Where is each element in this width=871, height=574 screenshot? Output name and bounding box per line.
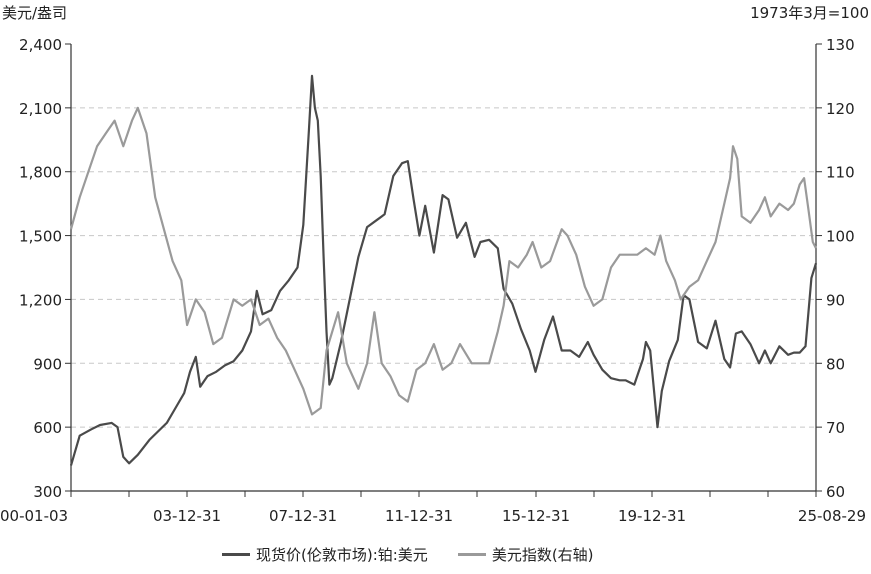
x-tick-label: 11-12-31 — [385, 507, 453, 525]
legend: 现货价(伦敦市场):铂:美元 美元指数(右轴) — [222, 544, 594, 565]
legend-swatch-platinum — [222, 553, 250, 556]
axes: 2,400 130 2,100 120 1,800 110 1,500 100 1,200 90 9… — [0, 36, 866, 525]
left-tick-label: 1,200 — [19, 291, 62, 309]
grid — [71, 107, 816, 428]
legend-item-platinum: 现货价(伦敦市场):铂:美元 — [222, 544, 428, 565]
right-tick-label: 110 — [826, 164, 855, 182]
left-tick-label: 900 — [33, 355, 62, 373]
legend-label-dollar-index: 美元指数(右轴) — [491, 546, 594, 564]
series-layer — [69, 74, 818, 466]
left-tick-label: 300 — [33, 483, 62, 501]
x-tick-label: 07-12-31 — [269, 507, 337, 525]
x-tick-label: 15-12-31 — [502, 507, 570, 525]
right-tick-label: 80 — [826, 355, 845, 373]
left-tick-label: 2,100 — [19, 100, 62, 118]
left-tick-label: 1,500 — [19, 228, 62, 246]
legend-item-dollar-index: 美元指数(右轴) — [457, 544, 594, 565]
left-axis-unit-label: 美元/盎司 — [2, 4, 67, 22]
x-tick-label: 25-08-29 — [798, 507, 866, 525]
x-tick-label: 19-12-31 — [618, 507, 686, 525]
series-line-dollar-index — [69, 106, 817, 416]
right-tick-label: 120 — [826, 100, 855, 118]
left-tick-label: 2,400 — [19, 36, 62, 54]
x-tick-label: 00-01-03 — [0, 507, 68, 525]
left-tick-label: 600 — [33, 419, 62, 437]
right-tick-label: 70 — [826, 419, 845, 437]
legend-swatch-dollar-index — [457, 553, 486, 556]
left-tick-label: 1,800 — [19, 164, 62, 182]
right-tick-label: 60 — [826, 483, 845, 501]
right-tick-label: 100 — [826, 228, 855, 246]
series-line-platinum — [69, 74, 818, 466]
right-tick-label: 90 — [826, 291, 845, 309]
right-tick-label: 130 — [826, 36, 855, 54]
x-tick-label: 03-12-31 — [153, 507, 221, 525]
legend-label-platinum: 现货价(伦敦市场):铂:美元 — [256, 546, 428, 564]
right-axis-unit-label: 1973年3月=100 — [750, 4, 869, 22]
